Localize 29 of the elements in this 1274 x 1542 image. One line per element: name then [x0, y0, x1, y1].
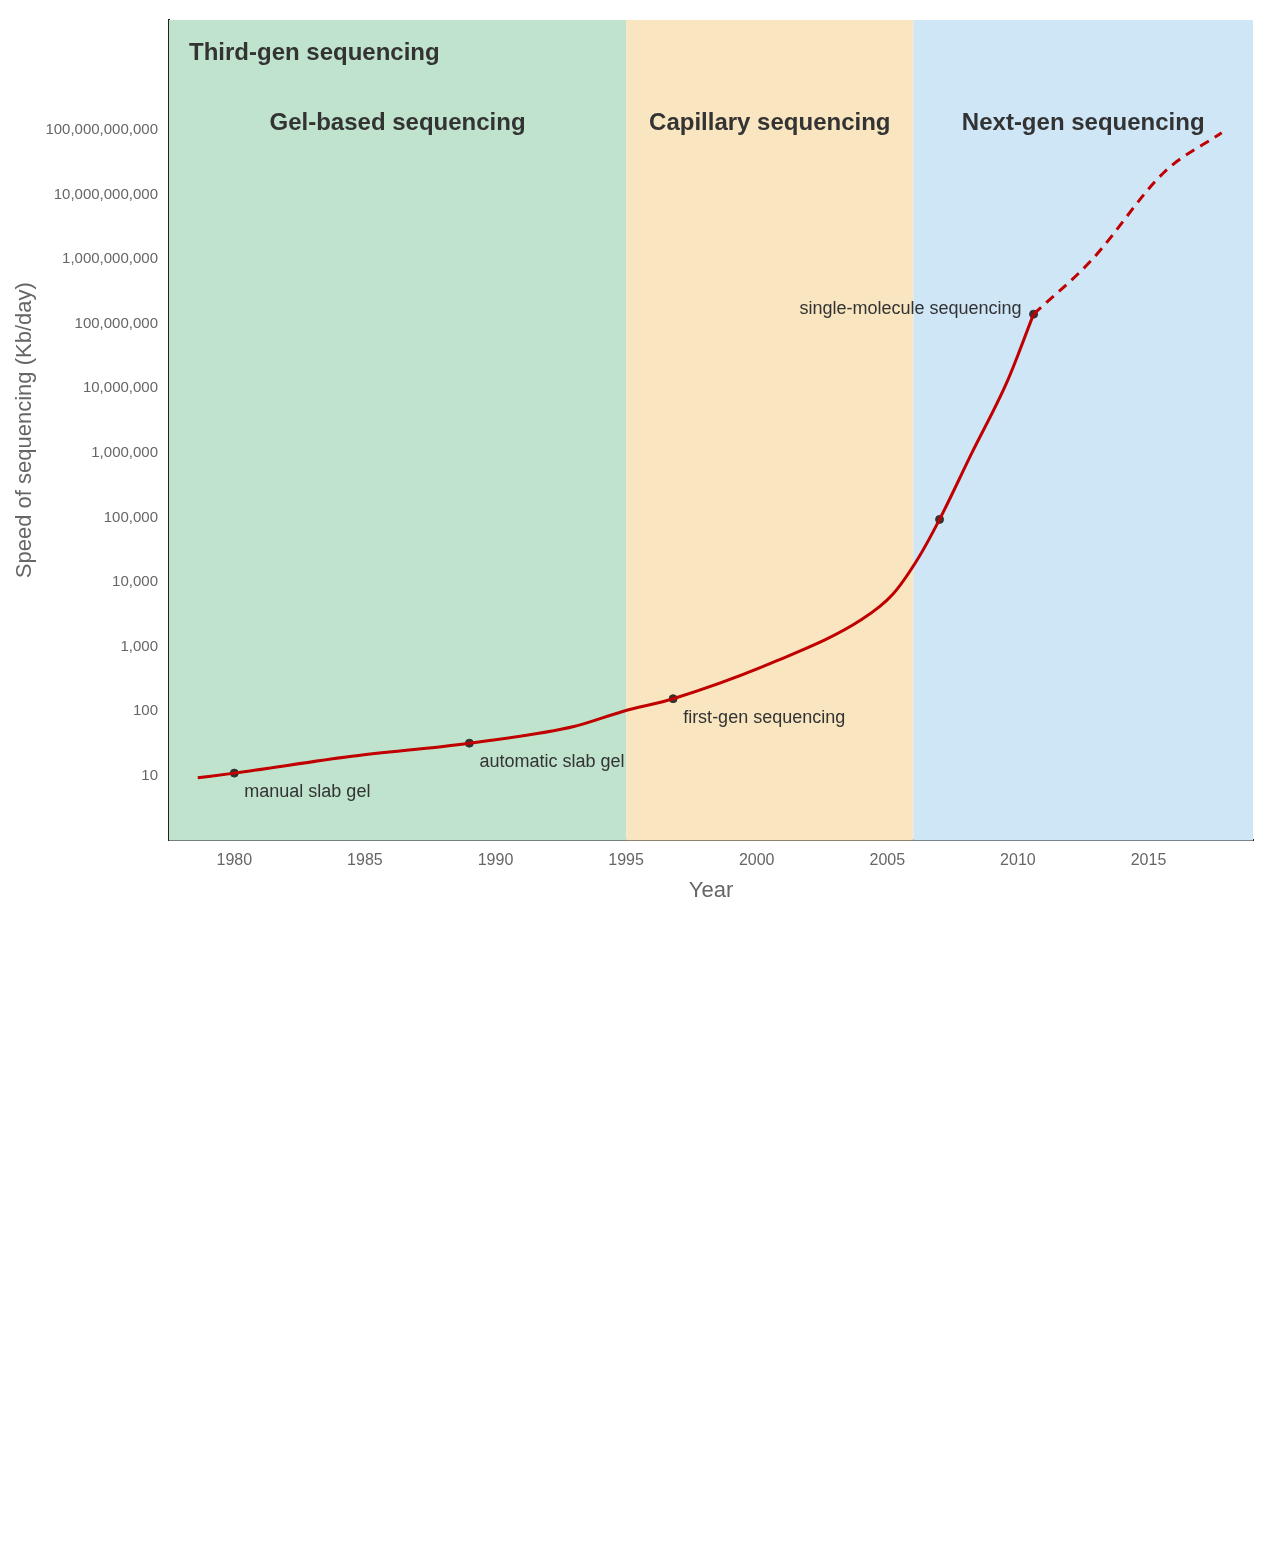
- band-label: Capillary sequencing: [649, 108, 891, 135]
- annotation: automatic slab gel: [479, 751, 625, 772]
- annotation: manual slab gel: [244, 781, 371, 802]
- x-tick-label: 2005: [869, 851, 906, 869]
- x-tick-label: 1995: [608, 851, 645, 869]
- y-tick-label: 100,000,000,000: [45, 119, 159, 137]
- y-tick-label: 100: [132, 701, 159, 719]
- y-tick-label: 1,000: [120, 636, 159, 654]
- annotation: single-molecule sequencing: [799, 298, 1022, 319]
- y-axis-title: Speed of sequencing (Kb/day): [11, 282, 37, 579]
- y-tick-label: 1,000,000: [91, 442, 159, 460]
- y-tick-label: 10,000,000: [82, 378, 159, 396]
- x-tick-label: 1990: [477, 851, 514, 869]
- annotation: first-gen sequencing: [683, 706, 846, 727]
- y-tick-label: 1,000,000,000: [62, 249, 159, 267]
- y-tick-label: 10: [141, 765, 159, 783]
- x-tick-label: 2010: [1000, 851, 1036, 869]
- y-tick-label: 10,000: [112, 572, 159, 590]
- band-label: Next-gen sequencing: [961, 108, 1205, 135]
- y-tick-label: 10,000,000,000: [53, 184, 159, 202]
- x-tick-label: 1985: [347, 851, 383, 869]
- band-label: Gel-based sequencing: [269, 108, 526, 135]
- x-tick-label: 2000: [738, 851, 775, 869]
- annotation: Third-gen sequencing: [189, 38, 440, 65]
- y-tick-label: 100,000,000: [74, 313, 159, 331]
- x-tick-label: 2015: [1130, 851, 1167, 869]
- x-tick-label: 1980: [216, 851, 253, 869]
- y-tick-label: 100,000: [103, 507, 159, 525]
- x-axis-title: Year: [688, 876, 734, 902]
